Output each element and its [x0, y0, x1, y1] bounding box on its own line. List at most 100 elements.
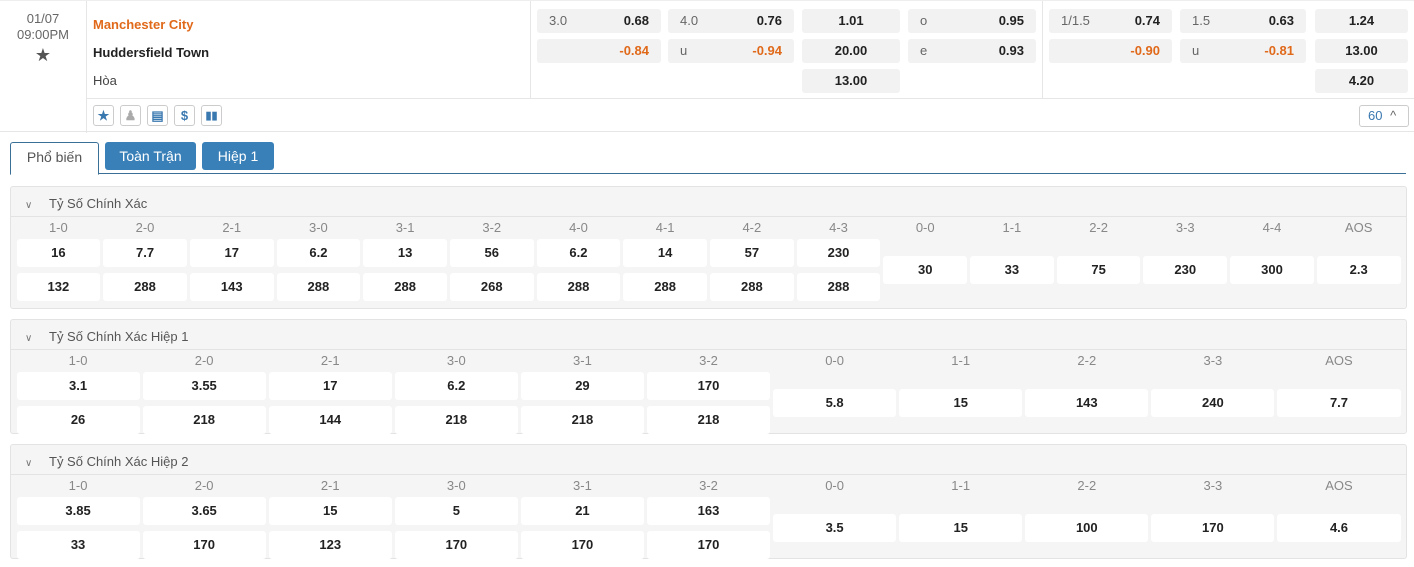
- odds-cell[interactable]: -0.84: [537, 39, 661, 63]
- odds-cell[interactable]: 7.7: [1277, 389, 1401, 417]
- score-label: 2-2: [1077, 478, 1097, 493]
- odds-cell[interactable]: 3.1: [16, 372, 140, 400]
- odds-cell[interactable]: 288: [536, 273, 621, 301]
- odds-cell[interactable]: 132: [16, 273, 101, 301]
- odds-cell[interactable]: 33: [970, 256, 1054, 284]
- score-label: 3-3: [1203, 478, 1223, 493]
- odds-cell[interactable]: 4.20: [1315, 69, 1408, 93]
- odds-cell[interactable]: 143: [1025, 389, 1149, 417]
- odds-cell[interactable]: 75: [1056, 256, 1141, 284]
- odds-cell[interactable]: 20.00: [802, 39, 900, 63]
- chevron-down-icon[interactable]: ∨: [25, 458, 33, 469]
- odds-cell[interactable]: 13.00: [802, 69, 900, 93]
- odds-cell[interactable]: 15: [268, 497, 392, 525]
- odds-cell[interactable]: 26: [16, 406, 140, 434]
- star-icon[interactable]: ★: [93, 105, 114, 126]
- odds-cell[interactable]: 288: [363, 273, 447, 301]
- odds-cell[interactable]: 288: [103, 273, 187, 301]
- odds-cell[interactable]: 15: [899, 389, 1023, 417]
- odds-cell[interactable]: 3.85: [16, 497, 140, 525]
- odds-cell[interactable]: 2.3: [1316, 256, 1401, 284]
- match-toolbar: ★ ♟ ▤ $ ▮▮: [93, 105, 222, 126]
- odds-cell[interactable]: 143: [189, 273, 274, 301]
- score-label: 3-3: [1175, 220, 1195, 235]
- odds-cell[interactable]: 144: [268, 406, 392, 434]
- odds-cell[interactable]: 57: [710, 239, 794, 267]
- odds-cell[interactable]: 288: [623, 273, 707, 301]
- odds-cell[interactable]: 163: [646, 497, 771, 525]
- score-column: 4-2 57 288: [709, 217, 796, 307]
- odds-cell[interactable]: 3.0 0.68: [537, 9, 661, 33]
- odds-cell[interactable]: o 0.95: [908, 9, 1036, 33]
- more-markets-button[interactable]: 60 ^: [1359, 105, 1409, 127]
- odds-cell[interactable]: 16: [16, 239, 101, 267]
- odds-cell[interactable]: 170: [646, 531, 771, 559]
- odds-cell[interactable]: 240: [1151, 389, 1275, 417]
- odds-cell[interactable]: 218: [142, 406, 266, 434]
- odds-cell[interactable]: 3.55: [142, 372, 266, 400]
- odds-cell[interactable]: u -0.81: [1180, 39, 1306, 63]
- odds-cell[interactable]: 17: [268, 372, 392, 400]
- odds-cell[interactable]: 1/1.5 0.74: [1049, 9, 1172, 33]
- person-icon[interactable]: ♟: [120, 105, 141, 126]
- odds-cell[interactable]: 1.5 0.63: [1180, 9, 1306, 33]
- section-header[interactable]: ∨ Tỷ Số Chính Xác Hiệp 1: [11, 320, 1406, 350]
- odds-cell[interactable]: 15: [899, 514, 1023, 542]
- odds-cell[interactable]: 230: [1143, 256, 1228, 284]
- tab-popular[interactable]: Phổ biến: [10, 142, 99, 175]
- odds-cell[interactable]: 123: [268, 531, 392, 559]
- section-header[interactable]: ∨ Tỷ Số Chính Xác: [11, 187, 1406, 217]
- odds-cell[interactable]: -0.90: [1049, 39, 1172, 63]
- odds-cell[interactable]: 170: [520, 531, 644, 559]
- odds-cell[interactable]: 14: [623, 239, 707, 267]
- odds-cell[interactable]: 29: [520, 372, 644, 400]
- odds-cell[interactable]: 7.7: [103, 239, 187, 267]
- odds-cell[interactable]: 3.5: [773, 514, 897, 542]
- odds-cell[interactable]: 33: [16, 531, 140, 559]
- odds-cell[interactable]: 1.01: [802, 9, 900, 33]
- odds-cell[interactable]: 288: [796, 273, 881, 301]
- odds-cell[interactable]: 6.2: [394, 372, 518, 400]
- odds-cell[interactable]: 170: [1151, 514, 1275, 542]
- odds-cell[interactable]: 230: [796, 239, 881, 267]
- odds-cell[interactable]: 100: [1025, 514, 1149, 542]
- odds-cell[interactable]: 170: [142, 531, 266, 559]
- chevron-down-icon[interactable]: ∨: [25, 333, 33, 344]
- odds-cell[interactable]: 6.2: [276, 239, 361, 267]
- odds-line: u: [1192, 43, 1200, 58]
- odds-cell[interactable]: 218: [520, 406, 644, 434]
- odds-cell[interactable]: 170: [646, 372, 771, 400]
- odds-cell[interactable]: 300: [1230, 256, 1314, 284]
- stats-icon[interactable]: ▮▮: [201, 105, 222, 126]
- odds-cell[interactable]: 3.65: [142, 497, 266, 525]
- dollar-icon[interactable]: $: [174, 105, 195, 126]
- odds-cell[interactable]: 5.8: [773, 389, 897, 417]
- odds-cell[interactable]: 4.0 0.76: [668, 9, 794, 33]
- odds-cell[interactable]: 30: [883, 256, 968, 284]
- odds-cell[interactable]: 17: [189, 239, 274, 267]
- odds-cell[interactable]: 268: [449, 273, 534, 301]
- scoreboard-icon[interactable]: ▤: [147, 105, 168, 126]
- odds-cell[interactable]: 288: [276, 273, 361, 301]
- odds-cell[interactable]: 56: [449, 239, 534, 267]
- tab-first-half[interactable]: Hiệp 1: [202, 142, 274, 170]
- odds-cell[interactable]: u -0.94: [668, 39, 794, 63]
- odds-cell[interactable]: e 0.93: [908, 39, 1036, 63]
- score-column: 0-0 30: [882, 217, 969, 307]
- odds-cell[interactable]: 13.00: [1315, 39, 1408, 63]
- odds-cell[interactable]: 6.2: [536, 239, 621, 267]
- odds-cell[interactable]: 4.6: [1277, 514, 1401, 542]
- odds-cell[interactable]: 21: [520, 497, 644, 525]
- favorite-star-icon[interactable]: ★: [34, 45, 52, 65]
- odds-cell[interactable]: 170: [394, 531, 518, 559]
- odds-cell[interactable]: 288: [710, 273, 794, 301]
- odds-cell[interactable]: 218: [646, 406, 771, 434]
- odds-cell[interactable]: 1.24: [1315, 9, 1408, 33]
- chevron-down-icon[interactable]: ∨: [25, 200, 33, 211]
- odds-cell[interactable]: 5: [394, 497, 518, 525]
- section-header[interactable]: ∨ Tỷ Số Chính Xác Hiệp 2: [11, 445, 1406, 475]
- home-team: Manchester City: [93, 17, 194, 32]
- odds-cell[interactable]: 218: [394, 406, 518, 434]
- tab-full-match[interactable]: Toàn Trận: [105, 142, 196, 170]
- odds-cell[interactable]: 13: [363, 239, 447, 267]
